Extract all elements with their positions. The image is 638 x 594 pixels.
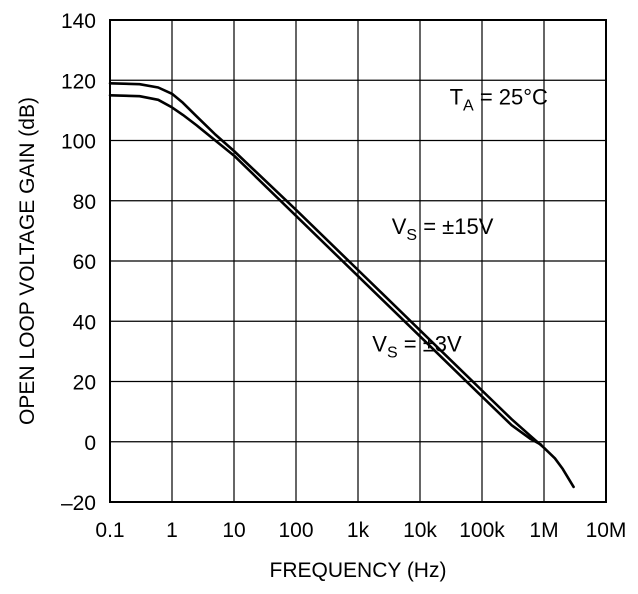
series-line-vs-3v xyxy=(108,94,543,447)
x-tick-label: 1 xyxy=(166,519,178,542)
x-tick-label: 0.1 xyxy=(95,519,124,542)
y-tick-label: –20 xyxy=(61,492,96,515)
y-tick-label: 140 xyxy=(61,10,96,33)
annotations: TA = 25°C VS = ±15V VS = ±3V xyxy=(372,84,548,361)
series-lines xyxy=(108,82,575,489)
series-line-vs-15v xyxy=(108,82,575,489)
y-tick-label: 80 xyxy=(73,191,96,214)
y-tick-label: 60 xyxy=(73,251,96,274)
annotation-temp: TA = 25°C xyxy=(450,84,548,114)
x-tick-label: 100k xyxy=(459,519,505,542)
x-tick-label: 10k xyxy=(403,519,437,542)
x-tick-label: 1M xyxy=(529,519,558,542)
x-axis-label: FREQUENCY (Hz) xyxy=(270,559,447,582)
y-axis-label: OPEN LOOP VOLTAGE GAIN (dB) xyxy=(16,97,39,425)
x-tick-label: 10M xyxy=(586,519,627,542)
y-tick-label: 120 xyxy=(61,70,96,93)
annotation-vs3: VS = ±3V xyxy=(372,331,462,361)
y-tick-labels: 140 120 100 80 60 40 20 0 –20 xyxy=(61,10,96,515)
y-tick-label: 40 xyxy=(73,311,96,334)
x-tick-label: 100 xyxy=(278,519,313,542)
x-tick-labels: 0.1 1 10 100 1k 10k 100k 1M 10M xyxy=(95,519,626,542)
x-tick-label: 10 xyxy=(222,519,245,542)
plot-frame xyxy=(109,19,607,503)
annotation-vs15: VS = ±15V xyxy=(392,214,494,244)
y-tick-label: 100 xyxy=(61,131,96,154)
x-tick-label: 1k xyxy=(347,519,370,542)
y-tick-label: 0 xyxy=(84,432,96,455)
y-tick-label: 20 xyxy=(73,372,96,395)
